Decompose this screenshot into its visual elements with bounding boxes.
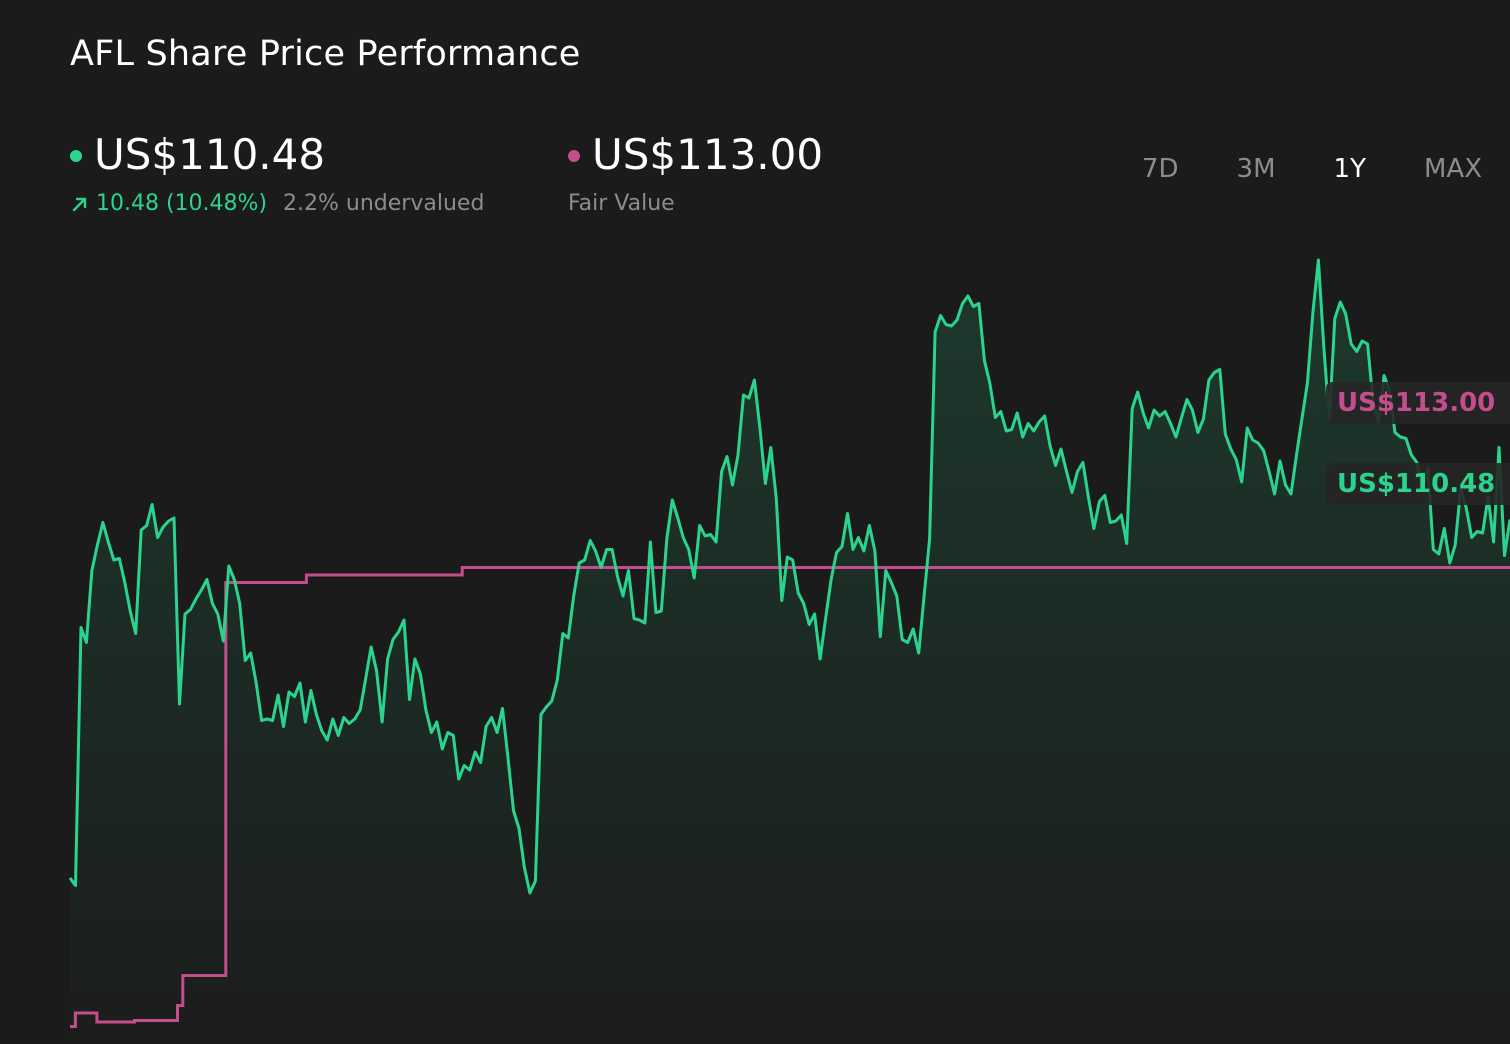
fair-value-end-label: US$113.00 (1326, 382, 1510, 424)
fair-value-label: Fair Value (568, 191, 675, 216)
range-1y-button[interactable]: 1Y (1333, 154, 1366, 184)
svg-text:US$110.48: US$110.48 (1337, 469, 1495, 499)
share-price-area (70, 260, 1510, 1040)
price-change: 10.48 (10.48%) (70, 191, 267, 216)
valuation-status: 2.2% undervalued (283, 191, 485, 216)
price-change-value: 10.48 (10.48%) (96, 191, 268, 216)
share-price-end-label: US$110.48 (1326, 463, 1510, 505)
fair-value-line (70, 566, 1510, 1028)
range-max-button[interactable]: MAX (1423, 154, 1482, 184)
time-range-selector: 7D 3M 1Y MAX (1084, 154, 1510, 184)
fair-value-block: US$113.00 Fair Value (568, 130, 823, 216)
current-price-value: US$110.48 (94, 130, 326, 179)
range-3m-button[interactable]: 3M (1236, 154, 1276, 184)
chart-title: AFL Share Price Performance (70, 34, 581, 74)
current-price-block: US$110.48 10.48 (10.48%) 2.2% undervalue… (70, 130, 484, 216)
range-7d-button[interactable]: 7D (1141, 154, 1179, 184)
share-price-line (68, 258, 1510, 895)
svg-text:US$113.00: US$113.00 (1337, 388, 1495, 418)
fair-value-legend-dot (568, 149, 580, 162)
arrow-up-right-icon (72, 197, 87, 211)
share-price-legend-dot (70, 149, 82, 162)
fair-value-price: US$113.00 (592, 130, 824, 179)
